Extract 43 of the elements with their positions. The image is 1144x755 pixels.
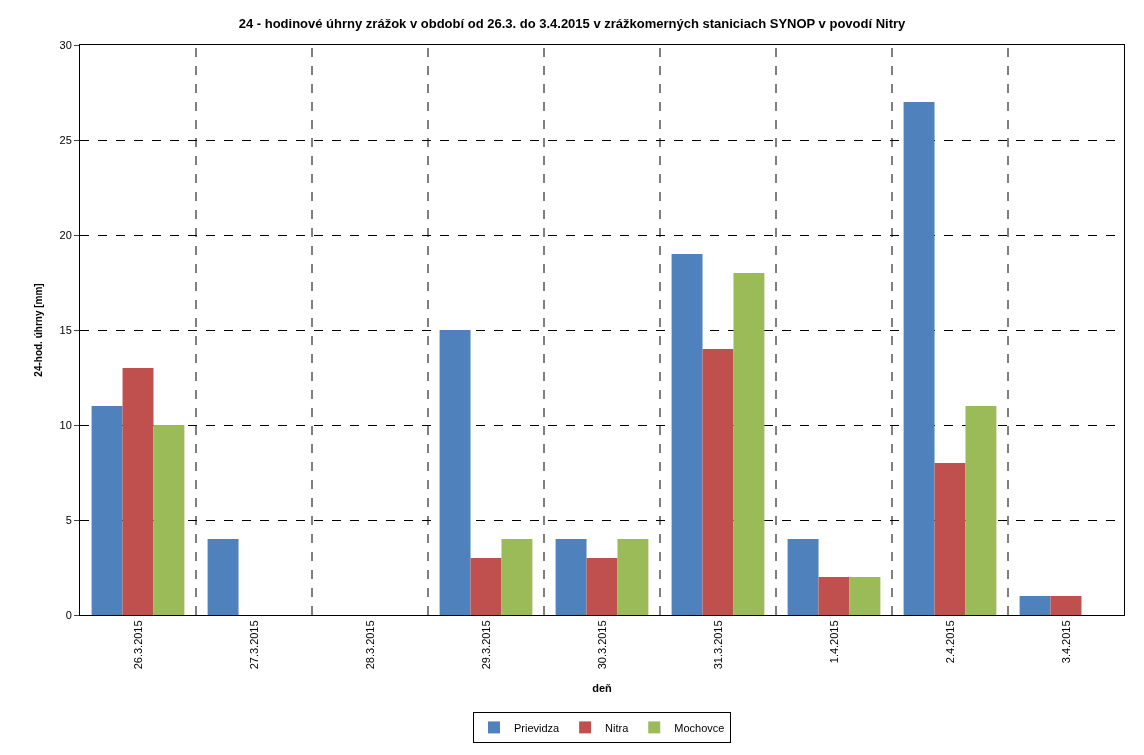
y-tick-label: 5 xyxy=(65,513,72,526)
y-axis-title: 24-hod. úhrny [mm] xyxy=(32,283,44,377)
x-tick-label: 2.4.2015 xyxy=(943,620,956,664)
y-tick-label: 25 xyxy=(59,133,72,146)
x-tick-label: 27.3.2015 xyxy=(247,620,260,670)
bar xyxy=(671,254,703,615)
bar xyxy=(207,539,239,615)
bar xyxy=(702,349,734,615)
bar xyxy=(965,406,997,615)
x-tick-label: 1.4.2015 xyxy=(827,620,840,664)
x-tick-label: 31.3.2015 xyxy=(711,620,724,670)
bar xyxy=(1019,596,1051,615)
bar xyxy=(153,425,185,615)
x-tick-label: 30.3.2015 xyxy=(595,620,608,670)
y-tick-label: 30 xyxy=(59,38,72,51)
bar xyxy=(787,539,819,615)
x-tick-label: 28.3.2015 xyxy=(363,620,376,670)
y-tick-label: 20 xyxy=(59,228,72,241)
y-tick-label: 15 xyxy=(59,323,72,336)
legend-label: Nitra xyxy=(605,721,630,734)
bar xyxy=(818,577,850,615)
bar xyxy=(733,273,765,615)
bar xyxy=(470,558,502,615)
bar xyxy=(617,539,649,615)
x-tick-label: 29.3.2015 xyxy=(479,620,492,670)
bar xyxy=(439,330,471,615)
bar xyxy=(91,406,123,615)
x-tick-label: 3.4.2015 xyxy=(1059,620,1072,664)
chart-title: 24 - hodinové úhrny zrážok v období od 26.3. do 3.4.2015 v zrážkomerných staniciach SYNOP v povodí Nitry xyxy=(238,15,907,31)
bar xyxy=(586,558,618,615)
legend-label: Prievidza xyxy=(514,721,561,734)
y-tick-label: 0 xyxy=(65,608,72,621)
y-tick-label: 10 xyxy=(59,418,72,431)
bar xyxy=(934,463,966,615)
bar xyxy=(1050,596,1082,615)
legend-label: Mochovce xyxy=(674,721,725,734)
x-axis-title: deň xyxy=(592,681,613,694)
bar xyxy=(849,577,881,615)
x-tick-label: 26.3.2015 xyxy=(131,620,144,670)
bar xyxy=(903,102,935,615)
bar xyxy=(501,539,533,615)
bar xyxy=(555,539,587,615)
bar xyxy=(122,368,154,615)
